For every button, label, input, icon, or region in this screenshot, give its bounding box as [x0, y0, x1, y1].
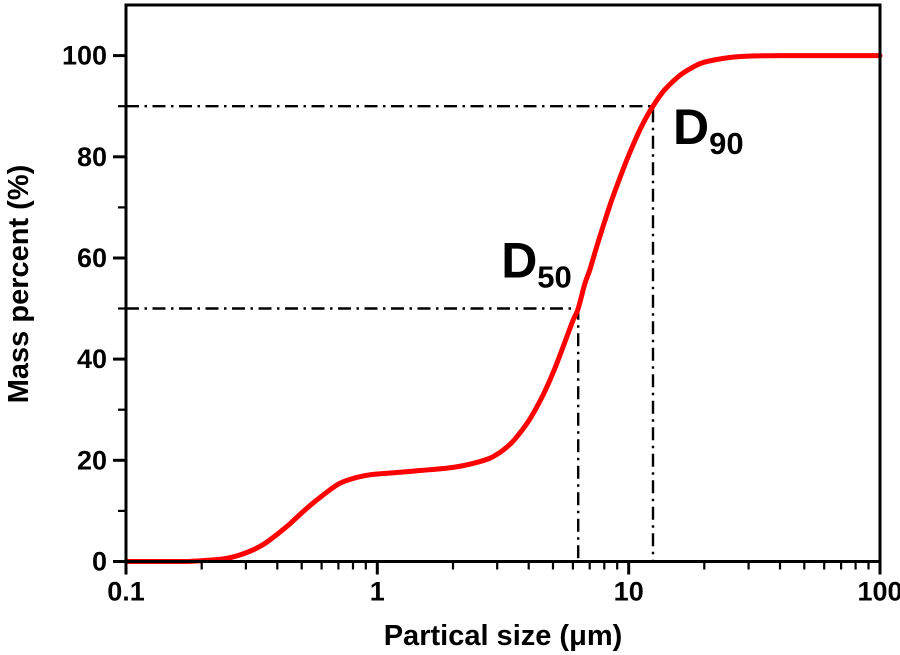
- x-axis-title: Partical size (μm): [384, 620, 623, 652]
- y-tick-label: 40: [77, 344, 107, 374]
- annotation-subscript: 90: [709, 126, 743, 161]
- y-axis-title: Mass percent (%): [3, 165, 35, 404]
- y-tick-label: 60: [77, 243, 107, 273]
- d90-refline: [126, 105, 655, 562]
- annotation-letter: D: [501, 233, 537, 289]
- x-tick-label: 10: [614, 577, 644, 607]
- d90-label: D90: [673, 99, 744, 161]
- y-tick-label: 100: [62, 41, 107, 71]
- annotation-letter: D: [673, 99, 709, 155]
- cumulative-curve: [123, 53, 883, 565]
- plot-frame: [124, 3, 882, 563]
- x-tick-label: 1: [370, 577, 385, 607]
- annotation-subscript: 50: [537, 260, 571, 295]
- x-tick-label: 0.1: [107, 577, 145, 607]
- y-tick-label: 80: [77, 142, 107, 172]
- x-tick-label: 100: [857, 577, 900, 607]
- d50-refline: [126, 307, 580, 562]
- d50-label: D50: [501, 233, 572, 295]
- y-tick-label: 20: [77, 445, 107, 475]
- y-tick-label: 0: [92, 547, 107, 577]
